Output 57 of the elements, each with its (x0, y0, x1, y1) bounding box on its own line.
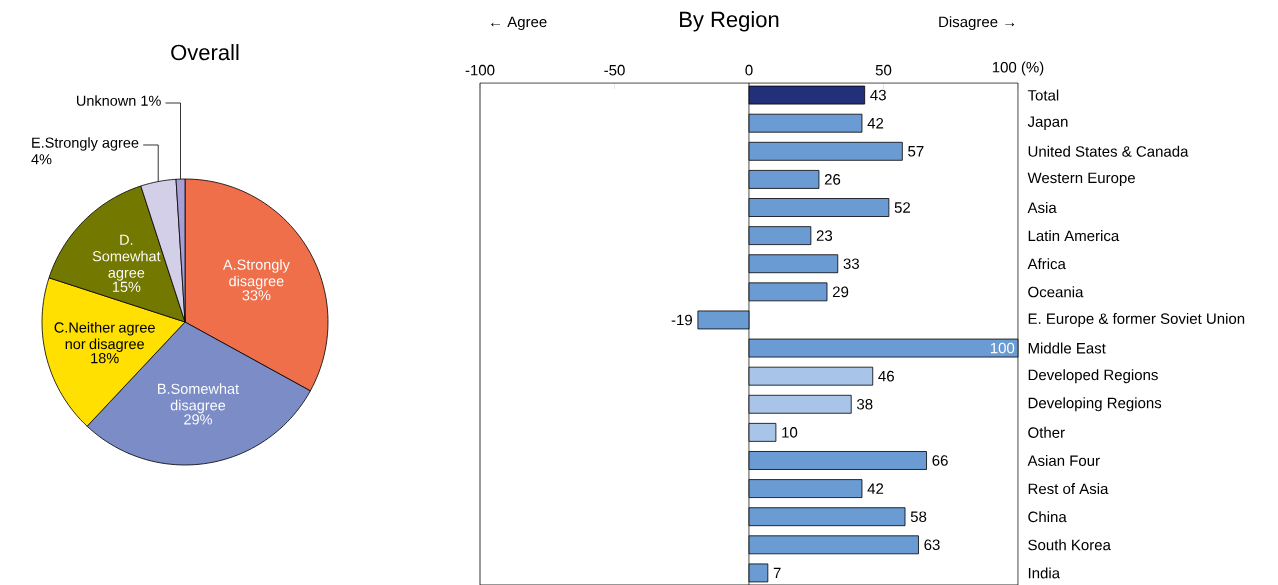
y-tick-label: China (1028, 511, 1067, 523)
slice-label: E.Strongly agree (32, 137, 139, 151)
y-tick-label: India (1028, 567, 1061, 579)
x-tick-label: -100 (465, 64, 495, 76)
y-tick-label: Japan (1027, 116, 1068, 130)
data-label: 29% (184, 414, 212, 425)
data-label: 46 (878, 370, 894, 382)
y-tick-label: Rest of Asia (1028, 483, 1109, 495)
data-label: 63 (924, 539, 940, 551)
data-label: 52 (894, 202, 911, 213)
y-tick-label: United States & Canada (1028, 145, 1189, 157)
y-tick-label: Africa (1027, 258, 1066, 270)
slice-label: A.Strongly disagree (222, 259, 290, 290)
data-label: 42 (867, 483, 884, 494)
chart-title: By Region (680, 11, 779, 32)
data-label: 10 (782, 427, 798, 438)
y-tick-label: Oceania (1028, 286, 1084, 298)
data-label: -19 (671, 314, 692, 326)
y-tick-label: Developing Regions (1028, 397, 1162, 412)
y-tick-label: Latin America (1028, 230, 1120, 242)
data-label: 4% (31, 154, 52, 165)
data-label: 23 (816, 230, 833, 241)
data-label: 7 (773, 567, 781, 579)
y-tick-label: E. Europe & former Soviet Union (1028, 312, 1245, 327)
y-tick-label: South Korea (1028, 539, 1111, 551)
y-tick-label: Western Europe (1027, 172, 1135, 187)
slice-label: C.Neither agree nor disagree (54, 321, 155, 352)
y-tick-label: Developed Regions (1028, 369, 1158, 384)
data-label: 33% (242, 290, 271, 301)
data-label: 43 (870, 89, 886, 101)
data-label: 33 (843, 258, 859, 270)
data-label: 29 (832, 286, 849, 298)
x-tick-label: -50 (604, 64, 625, 76)
data-label: 1% (141, 95, 161, 106)
x-tick-label: 0 (745, 64, 753, 76)
x-tick-label: 100 (%) (992, 61, 1044, 76)
text: ← Agree (491, 16, 547, 31)
slice-label: D. Somewhat agree (92, 234, 161, 281)
data-label: 42 (867, 117, 884, 129)
data-label: 58 (910, 511, 927, 522)
y-tick-label: Asian Four (1027, 454, 1100, 466)
x-tick-label: 50 (875, 64, 892, 76)
y-tick-label: Middle East (1028, 342, 1106, 354)
data-label: 100 (990, 342, 1015, 354)
slice-label: Unknown (77, 95, 136, 106)
data-label: 57 (908, 146, 924, 157)
chart-title: Overall (171, 44, 239, 61)
data-label: 18% (91, 352, 119, 364)
text: Disagree → (939, 16, 1015, 31)
y-tick-label: Asia (1027, 202, 1057, 214)
data-label: 66 (932, 455, 948, 466)
data-label: 26 (824, 174, 841, 185)
y-tick-label: Other (1028, 426, 1065, 438)
y-tick-label: Total (1027, 89, 1059, 101)
data-label: 38 (856, 398, 873, 410)
data-label: 15% (112, 281, 141, 292)
slice-label: B.Somewhat disagree (158, 383, 239, 414)
